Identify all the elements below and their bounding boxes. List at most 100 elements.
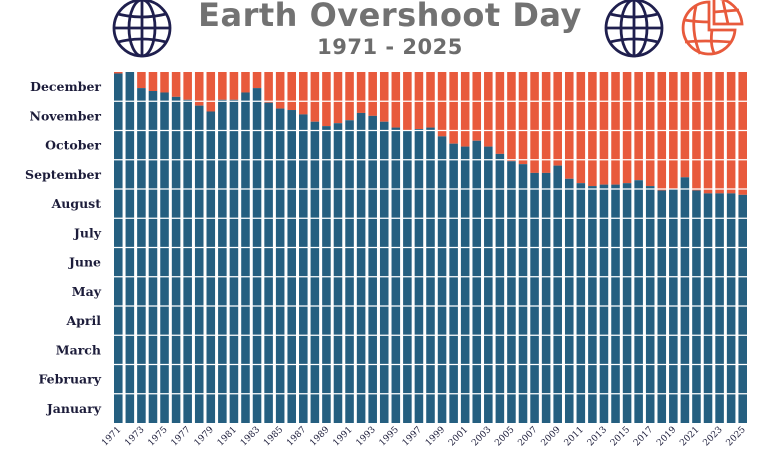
consumed-bar-1975 [160,92,169,423]
consumed-bar-1982 [241,92,250,423]
consumed-bar-1998 [426,127,435,423]
overshoot-bar-2000 [449,72,458,144]
overshoot-bar-1980 [218,72,227,100]
overshoot-bar-1976 [171,72,181,97]
overshoot-bar-2025 [738,72,747,195]
consumed-bar-2020 [680,177,690,423]
overshoot-bar-1984 [264,72,273,103]
consumed-bar-2007 [530,172,539,423]
overshoot-bar-2023 [715,72,724,194]
consumed-bar-2022 [703,193,713,423]
y-tick-label: October [45,138,101,153]
x-tick-label: 2017 [632,425,655,448]
y-tick-label: July [73,225,102,240]
consumed-bar-2023 [715,193,724,423]
x-tick-label: 2007 [516,425,539,448]
bar-series [114,72,750,424]
overshoot-bar-1973 [137,72,146,89]
overshoot-bar-2014 [611,72,620,185]
overshoot-bar-1985 [275,72,285,109]
consumed-bar-1989 [322,126,331,424]
consumed-bar-1994 [379,121,389,423]
overshoot-bar-2005 [507,72,516,162]
consumed-bar-2010 [564,178,574,423]
consumed-bar-2015 [622,183,632,423]
x-tick-label: 2013 [586,425,609,448]
overshoot-bar-1989 [322,72,331,127]
y-tick-label: November [30,108,102,123]
overshoot-bar-2013 [599,72,609,185]
consumed-bar-2001 [460,146,470,423]
consumed-bar-1973 [137,88,146,423]
consumed-bar-2018 [657,190,667,423]
overshoot-bar-1991 [345,72,354,121]
x-axis-labels: 1971 1973 1975 1977 1979 1981 1983 1985 1987 1989… [100,425,748,448]
consumed-bar-2013 [599,184,609,423]
consumed-bar-1995 [391,127,401,423]
overshoot-bar-2004 [495,72,505,154]
overshoot-bar-1981 [229,72,239,100]
y-tick-label: June [68,255,101,270]
overshoot-bar-2006 [518,72,528,165]
x-tick-label: 1985 [262,425,285,448]
x-tick-label: 1973 [123,425,146,448]
x-tick-label: 1979 [193,425,216,448]
x-tick-label: 2021 [678,425,701,448]
x-tick-label: 2001 [447,425,470,448]
x-tick-label: 1975 [146,425,169,448]
x-tick-label: 1987 [285,425,308,448]
overshoot-bar-1994 [379,72,389,122]
overshoot-bar-2020 [680,72,690,178]
x-tick-label: 2023 [701,425,724,448]
y-tick-label: April [65,313,101,328]
overshoot-bar-2003 [484,72,493,147]
consumed-bar-2006 [518,164,528,423]
overshoot-bar-2010 [564,72,574,179]
x-tick-label: 2019 [655,425,678,448]
consumed-bar-1979 [206,111,216,424]
overshoot-bar-2021 [692,72,701,191]
consumed-bar-2021 [692,190,701,423]
overshoot-bar-2016 [634,72,643,181]
overshoot-bar-2022 [703,72,713,194]
y-tick-label: February [38,372,101,387]
overshoot-bar-1977 [183,72,192,100]
x-tick-label: 1997 [401,425,424,448]
consumed-bar-1978 [194,105,204,423]
x-tick-label: 2003 [470,425,493,448]
overshoot-bar-1979 [206,72,216,112]
consumed-bar-2014 [611,184,620,423]
consumed-bar-1988 [310,121,320,423]
x-tick-label: 2025 [725,425,748,448]
consumed-bar-1993 [368,115,377,424]
overshoot-bar-2008 [541,72,551,173]
consumed-bar-2004 [495,153,505,423]
consumed-bar-1976 [171,96,181,424]
overshoot-bar-2002 [472,72,482,141]
x-tick-label: 2005 [493,425,516,448]
consumed-bar-2024 [726,193,736,423]
x-tick-label: 1977 [170,425,193,448]
consumed-bar-1981 [229,99,239,423]
overshoot-bar-2009 [553,72,562,166]
consumed-bar-1992 [356,112,366,423]
x-tick-label: 2015 [609,425,632,448]
consumed-bar-1983 [252,88,262,423]
overshoot-bar-1998 [426,72,435,128]
overshoot-bar-2024 [726,72,736,194]
x-tick-label: 2011 [563,425,586,448]
overshoot-bar-2007 [530,72,539,173]
y-tick-label: May [72,284,102,299]
x-tick-label: 1991 [331,425,354,448]
consumed-bar-2017 [645,186,655,423]
overshoot-bar-1995 [391,72,401,128]
chart-subtitle: 1971 - 2025 [317,35,463,59]
overshoot-bar-1975 [160,72,169,93]
consumed-bar-1987 [299,114,308,423]
x-tick-label: 1971 [100,425,123,448]
overshoot-bar-1983 [252,72,262,89]
overshoot-bar-1997 [414,72,424,130]
consumed-bar-1990 [333,123,343,423]
consumed-bar-1971 [114,73,123,424]
overshoot-bar-1993 [368,72,377,116]
